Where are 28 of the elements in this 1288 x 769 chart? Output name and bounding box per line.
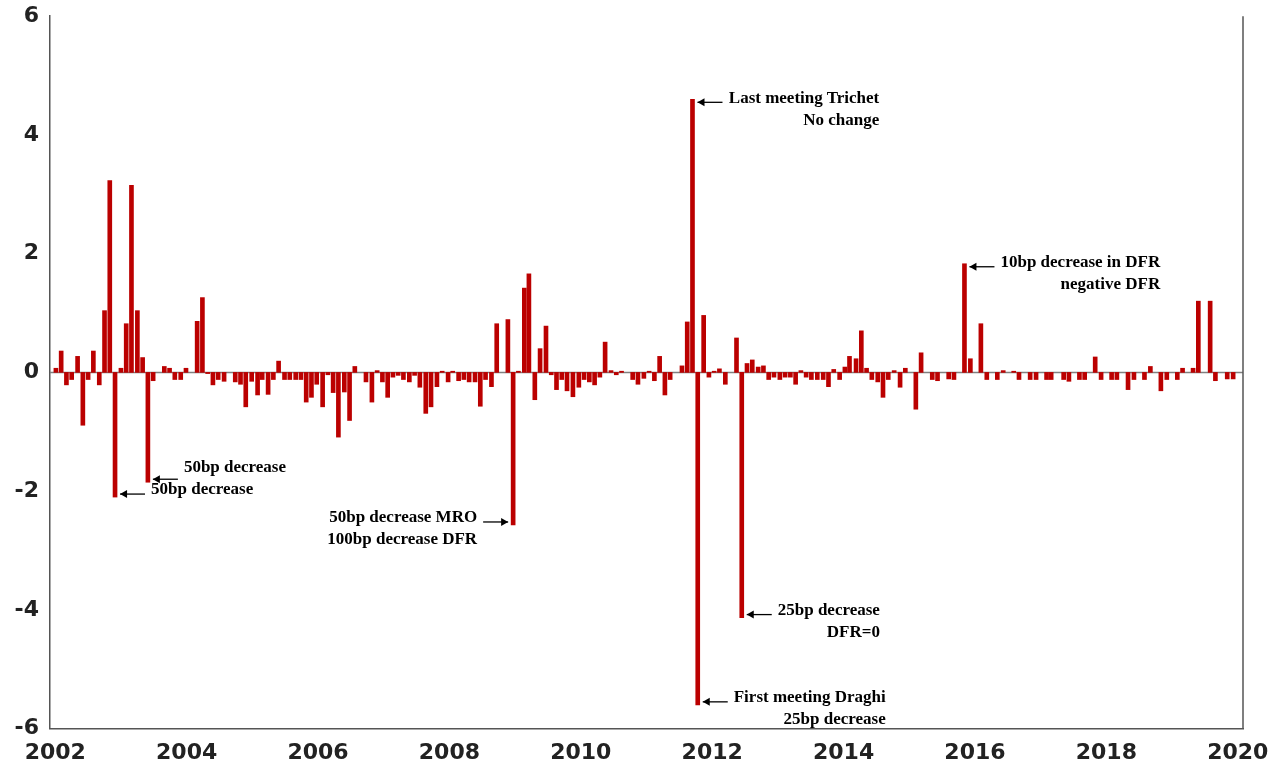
x-tick-label: 2008 xyxy=(418,738,481,764)
y-tick-label: 2 xyxy=(23,239,39,265)
bar xyxy=(847,356,852,373)
bar xyxy=(641,372,647,379)
x-tick-label: 2016 xyxy=(944,738,1006,764)
x-tick-label: 2020 xyxy=(1207,738,1269,764)
bar xyxy=(946,372,952,380)
annotation: 50bp decrease xyxy=(151,479,254,499)
annotation: 50bp decrease MRO 100bp decrease DFR xyxy=(327,507,478,549)
x-tick-label: 2002 xyxy=(24,738,86,764)
annotation: 50bp decrease xyxy=(183,456,287,476)
x-tick-label: 2006 xyxy=(287,738,349,764)
y-tick-label: -2 xyxy=(14,476,39,502)
annotation: 25bp decrease DFR=0 xyxy=(777,599,881,641)
annotation: 10bp decrease in DFR negative DFR xyxy=(1000,252,1161,294)
x-tick-label: 2018 xyxy=(1075,738,1137,764)
y-tick-label: 6 xyxy=(23,1,39,27)
y-tick-label: 0 xyxy=(23,358,39,384)
y-tick-label: -4 xyxy=(14,595,39,621)
y-tick-label: -6 xyxy=(14,714,39,740)
annotation: First meeting Draghi 25bp decrease xyxy=(733,687,887,729)
annotation: Last meeting Trichet No change xyxy=(728,87,880,129)
x-tick-label: 2014 xyxy=(812,738,875,764)
y-tick-label: 4 xyxy=(23,120,39,146)
x-tick-label: 2010 xyxy=(550,738,612,764)
x-tick-label: 2004 xyxy=(156,738,218,764)
bar xyxy=(1048,372,1054,380)
x-tick-label: 2012 xyxy=(681,738,743,764)
